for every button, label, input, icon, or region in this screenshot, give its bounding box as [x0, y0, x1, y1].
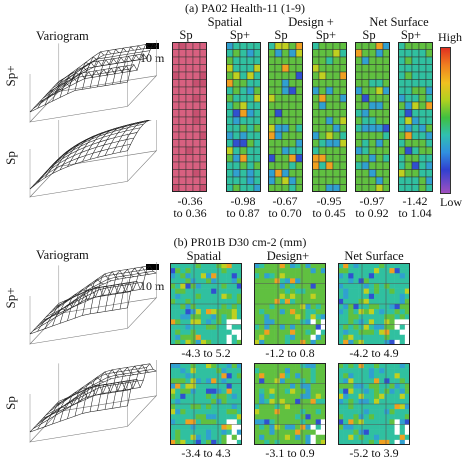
panel-a-range-5: -0.97 to 0.92 [355, 194, 389, 220]
panel-b-row-label-bottom: Sp [3, 396, 18, 410]
panel-b-map-design-sp [254, 363, 326, 445]
panel-a-scale-label: 10 m [140, 51, 165, 65]
panel-a-map-spatial-sp [172, 42, 207, 192]
panel-a-variogram-label: Variogram [36, 29, 89, 43]
panel-a-col-label-2: Sp+ [229, 28, 251, 42]
colorbar-low-label: Low [440, 195, 462, 209]
panel-a-col-label-6: Sp+ [400, 28, 422, 42]
panel-a-col-label-5: Sp [362, 28, 376, 42]
colorbar [440, 47, 451, 194]
panel-a-col-label-4: Sp+ [315, 28, 337, 42]
panel-b-title: (b) PR01B D30 cm-2 (mm) [173, 235, 307, 249]
panel-a-row-label-bottom: Sp [3, 151, 18, 165]
panel-b-range-top-2: -1.2 to 0.8 [265, 346, 315, 360]
panel-a-map-spatial-sp-plus [226, 42, 261, 192]
panel-a-range-6: -1.42 to 1.04 [398, 194, 432, 220]
panel-a-map-net-sp-plus [398, 42, 433, 192]
panel-a-group-spatial: Spatial [207, 15, 243, 29]
panel-a-title: (a) PA02 Health-11 (1-9) [184, 1, 306, 15]
panel-a-group-net-surface: Net Surface [369, 15, 429, 29]
panel-a-map-design-sp [268, 42, 303, 192]
panel-b-map-net-sp-plus [338, 263, 410, 345]
panel-b-map-design-sp-plus [254, 263, 326, 345]
panel-a-group-design: Design + [288, 15, 334, 29]
panel-b-range-bottom-3: -5.2 to 3.9 [349, 446, 399, 460]
panel-a-range-1: -0.36 to 0.36 [173, 194, 207, 220]
panel-b-group-net-surface: Net Surface [344, 249, 404, 263]
panel-b-group-spatial: Spatial [186, 249, 222, 263]
panel-a-variogram-sp [29, 120, 158, 198]
panel-b-range-bottom-1: -3.4 to 4.3 [181, 446, 231, 460]
panel-a-variogram-sp-plus [29, 40, 158, 123]
panel-b-range-top-1: -4.3 to 5.2 [181, 346, 231, 360]
panel-b-variogram-label: Variogram [36, 248, 89, 262]
panel-a-row-label-top: Sp+ [3, 65, 18, 87]
panel-a-map-design-sp-plus [312, 42, 347, 192]
panel-a-range-4: -0.95 to 0.45 [312, 194, 346, 220]
panel-a-map-net-sp [355, 42, 390, 192]
panel-b-map-net-sp [338, 363, 410, 445]
panel-b-variogram-sp [29, 360, 158, 443]
panel-b-scale-label: 10 m [140, 279, 165, 293]
panel-a-range-3: -0.67 to 0.70 [268, 194, 302, 220]
panel-a-scale-bar [146, 43, 159, 49]
panel-b-variogram-sp-plus [29, 262, 158, 345]
panel-a-col-label-3: Sp [274, 28, 288, 42]
panel-b-group-design: Design+ [266, 249, 310, 263]
panel-b-map-spatial-sp-plus [170, 263, 242, 345]
panel-a-range-2: -0.98 to 0.87 [226, 194, 260, 220]
panel-b-row-label-top: Sp+ [3, 287, 18, 309]
colorbar-high-label: High [438, 30, 462, 44]
panel-b-range-bottom-2: -3.1 to 0.9 [265, 446, 315, 460]
panel-b-map-spatial-sp [170, 363, 242, 445]
panel-b-range-top-3: -4.2 to 4.9 [349, 346, 399, 360]
panel-a-col-label-1: Sp [179, 28, 193, 42]
panel-b-scale-bar [146, 264, 159, 270]
